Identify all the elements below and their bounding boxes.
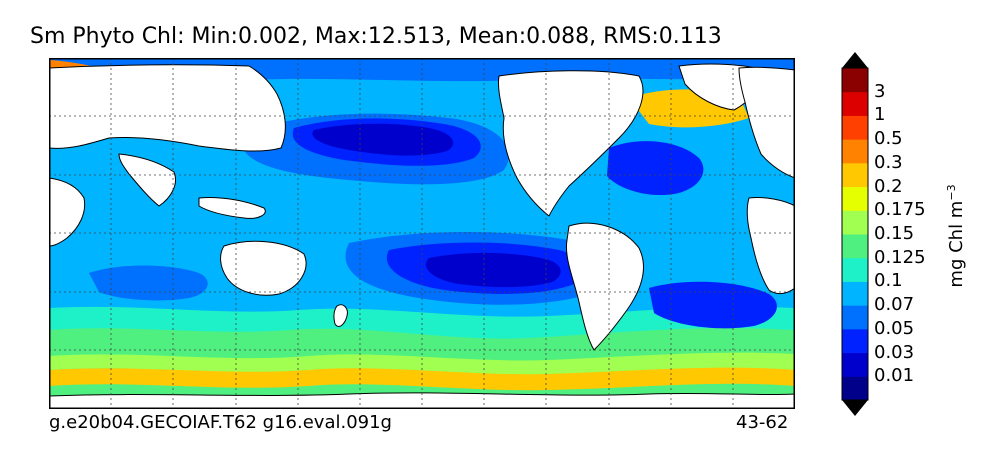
indian-ocean-gyre [89, 265, 208, 301]
colorbar-tick-label: 0.5 [874, 128, 903, 150]
antarctica [49, 392, 795, 409]
colorbar-segment [842, 210, 868, 235]
north-america [498, 70, 644, 217]
colorbar-tick-label: 3 [874, 80, 886, 102]
colorbar-segment [842, 186, 868, 211]
north-atlantic-gyre [607, 141, 704, 196]
colorbar-tick-label: 0.175 [874, 199, 926, 221]
colorbar-unit-label: mg Chl m−3 [945, 184, 967, 288]
colorbar-tick-label: 0.01 [874, 365, 915, 387]
north-pacific-deep [312, 123, 454, 156]
colorbar-segment [842, 139, 868, 164]
graticule [49, 58, 795, 409]
colorbar-outline [841, 67, 869, 401]
colorbar-segment [842, 352, 868, 377]
maritime-continent [198, 197, 266, 219]
map-border [49, 58, 795, 409]
colorbar-segment [842, 91, 868, 116]
colorbar-tick-label: 0.1 [874, 270, 903, 292]
africa [746, 197, 795, 295]
australia [220, 240, 307, 296]
colorbar-tick-label: 0.125 [874, 246, 926, 268]
south-asia [118, 153, 176, 207]
chlorophyll-map [49, 58, 795, 409]
colorbar [841, 52, 869, 416]
year-range-label: 43-62 [736, 412, 789, 433]
colorbar-tick-label: 0.05 [874, 317, 915, 339]
colorbar-segment [842, 305, 868, 330]
colorbar-tick-label: 1 [874, 104, 886, 126]
africa-west [49, 177, 86, 247]
map-title: Sm Phyto Chl: Min:0.002, Max:12.513, Mea… [30, 24, 722, 49]
colorbar-segment [842, 115, 868, 140]
new-zealand [333, 304, 348, 327]
south-atlantic-gyre [649, 281, 777, 329]
colorbar-max-arrow [842, 52, 868, 68]
run-id-label: g.e20b04.GECOIAF.T62 g16.eval.091g [49, 412, 392, 433]
colorbar-segment [842, 68, 868, 93]
colorbar-tick-label: 0.15 [874, 223, 915, 244]
south-america [565, 222, 644, 351]
south-pacific-deep [425, 252, 561, 288]
colorbar-tick-label: 0.03 [874, 341, 915, 363]
colorbar-min-arrow [842, 400, 868, 416]
landmasses [49, 63, 795, 409]
colorbar-segment [842, 257, 868, 282]
eurasia [49, 64, 286, 152]
colorbar-segment [842, 234, 868, 259]
colorbar-tick-label: 0.2 [874, 175, 903, 197]
colorbar-segment [842, 376, 868, 401]
colorbar-segment [842, 281, 868, 306]
eurasia-east [738, 66, 795, 179]
colorbar-tick-label: 0.07 [874, 294, 915, 316]
colorbar-segment [842, 328, 868, 354]
colorbar-tick-label: 0.3 [874, 151, 903, 173]
colorbar-segment [842, 162, 868, 188]
